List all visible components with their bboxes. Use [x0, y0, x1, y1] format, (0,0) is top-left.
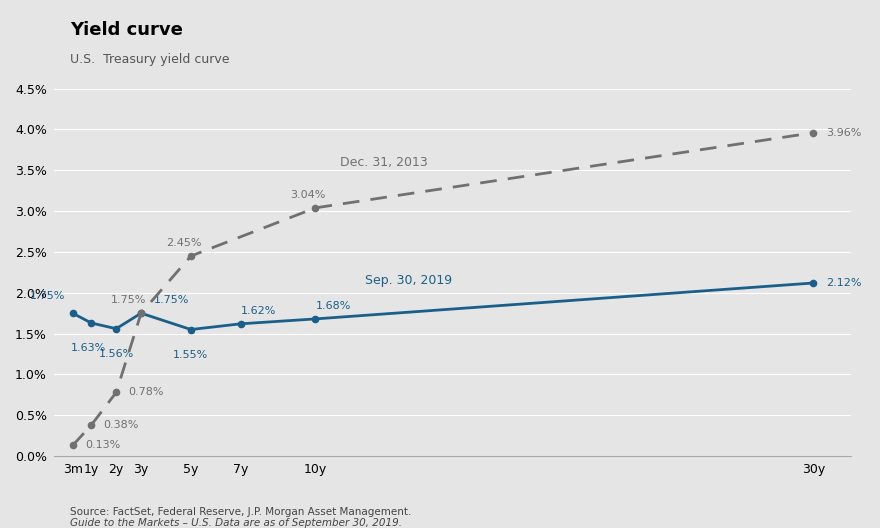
- Text: 1.75%: 1.75%: [30, 291, 65, 301]
- Text: 0.38%: 0.38%: [104, 420, 139, 430]
- Text: 3.96%: 3.96%: [826, 128, 862, 138]
- Text: 1.63%: 1.63%: [71, 343, 106, 353]
- Text: U.S.  Treasury yield curve: U.S. Treasury yield curve: [70, 53, 230, 66]
- Text: Yield curve: Yield curve: [70, 21, 183, 39]
- Text: 0.78%: 0.78%: [128, 388, 165, 398]
- Text: Dec. 31, 2013: Dec. 31, 2013: [341, 156, 428, 168]
- Text: Guide to the Markets – U.S. Data are as of September 30, 2019.: Guide to the Markets – U.S. Data are as …: [70, 518, 402, 528]
- Text: 1.68%: 1.68%: [315, 301, 351, 311]
- Text: 1.62%: 1.62%: [241, 306, 276, 316]
- Text: 2.45%: 2.45%: [165, 238, 202, 248]
- Text: Source: FactSet, Federal Reserve, J.P. Morgan Asset Management.: Source: FactSet, Federal Reserve, J.P. M…: [70, 507, 412, 517]
- Text: 2.12%: 2.12%: [826, 278, 862, 288]
- Text: 1.56%: 1.56%: [99, 349, 134, 359]
- Text: Sep. 30, 2019: Sep. 30, 2019: [365, 274, 452, 287]
- Text: 1.75%: 1.75%: [111, 295, 146, 305]
- Text: 0.13%: 0.13%: [85, 440, 121, 450]
- Text: 3.04%: 3.04%: [290, 190, 326, 200]
- Text: 1.75%: 1.75%: [153, 295, 189, 305]
- Text: 1.55%: 1.55%: [173, 350, 209, 360]
